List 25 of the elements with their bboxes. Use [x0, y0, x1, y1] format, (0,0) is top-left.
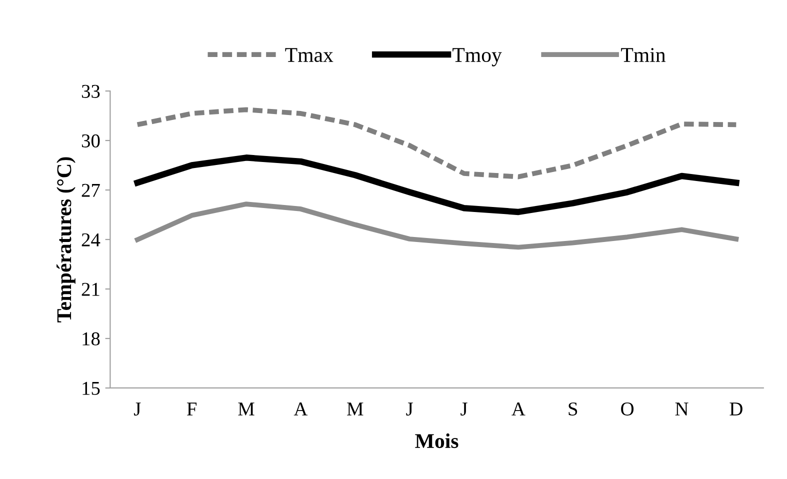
x-tick-label: N: [675, 402, 688, 416]
y-tick-label: 24: [82, 233, 100, 246]
x-tick-label: M: [238, 402, 254, 416]
y-tick-label: 18: [82, 332, 100, 346]
x-tick-label: O: [621, 402, 634, 416]
y-axis-title: Températures (°C): [56, 157, 76, 322]
y-tick-label: 15: [82, 382, 100, 395]
x-tick-label: A: [512, 402, 526, 416]
x-tick-label: J: [460, 402, 468, 416]
x-axis-title: Mois: [415, 433, 458, 448]
x-tick-label: J: [406, 402, 413, 416]
y-tick-label: 30: [82, 134, 100, 148]
y-tick-label: 33: [82, 84, 100, 98]
legend-label: Tmoy: [452, 48, 502, 66]
x-tick-label: J: [134, 402, 141, 416]
legend-label: Tmin: [621, 48, 666, 62]
x-tick-label: M: [347, 402, 364, 416]
y-tick-label: 21: [82, 282, 100, 296]
y-tick-label: 27: [82, 184, 100, 197]
x-tick-label: S: [568, 402, 578, 416]
line-series: [134, 202, 739, 250]
x-tick-label: D: [730, 402, 742, 416]
x-tick-label: F: [186, 402, 197, 416]
legend-label: Tmax: [285, 48, 334, 62]
x-tick-label: A: [294, 402, 308, 416]
